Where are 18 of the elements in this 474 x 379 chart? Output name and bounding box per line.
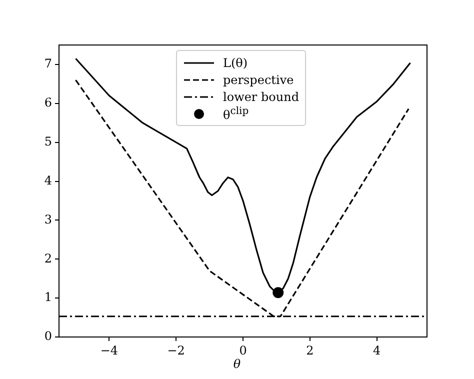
y-tick-label: 4 xyxy=(44,173,52,188)
y-tick-label: 0 xyxy=(44,329,52,344)
x-axis-title: θ xyxy=(232,357,242,371)
y-tick-label: 5 xyxy=(44,134,52,148)
x-tick-label: −4 xyxy=(100,343,118,358)
x-tick-label: 0 xyxy=(239,343,247,358)
x-tick-label: 4 xyxy=(373,343,381,358)
x-tick-label: 2 xyxy=(306,343,314,358)
y-tick-label: 7 xyxy=(44,56,52,71)
legend-label: perspective xyxy=(223,72,294,86)
y-tick-label: 3 xyxy=(44,212,52,226)
legend-label: θ$^{clip}$ xyxy=(223,106,249,122)
y-tick-label: 6 xyxy=(44,96,52,110)
legend-label: lower bound xyxy=(223,90,300,104)
y-tick-label: 1 xyxy=(44,290,52,304)
legend-label: L(θ) xyxy=(223,56,248,70)
x-tick-label: −2 xyxy=(167,343,185,358)
y-tick-label: 2 xyxy=(44,251,52,266)
